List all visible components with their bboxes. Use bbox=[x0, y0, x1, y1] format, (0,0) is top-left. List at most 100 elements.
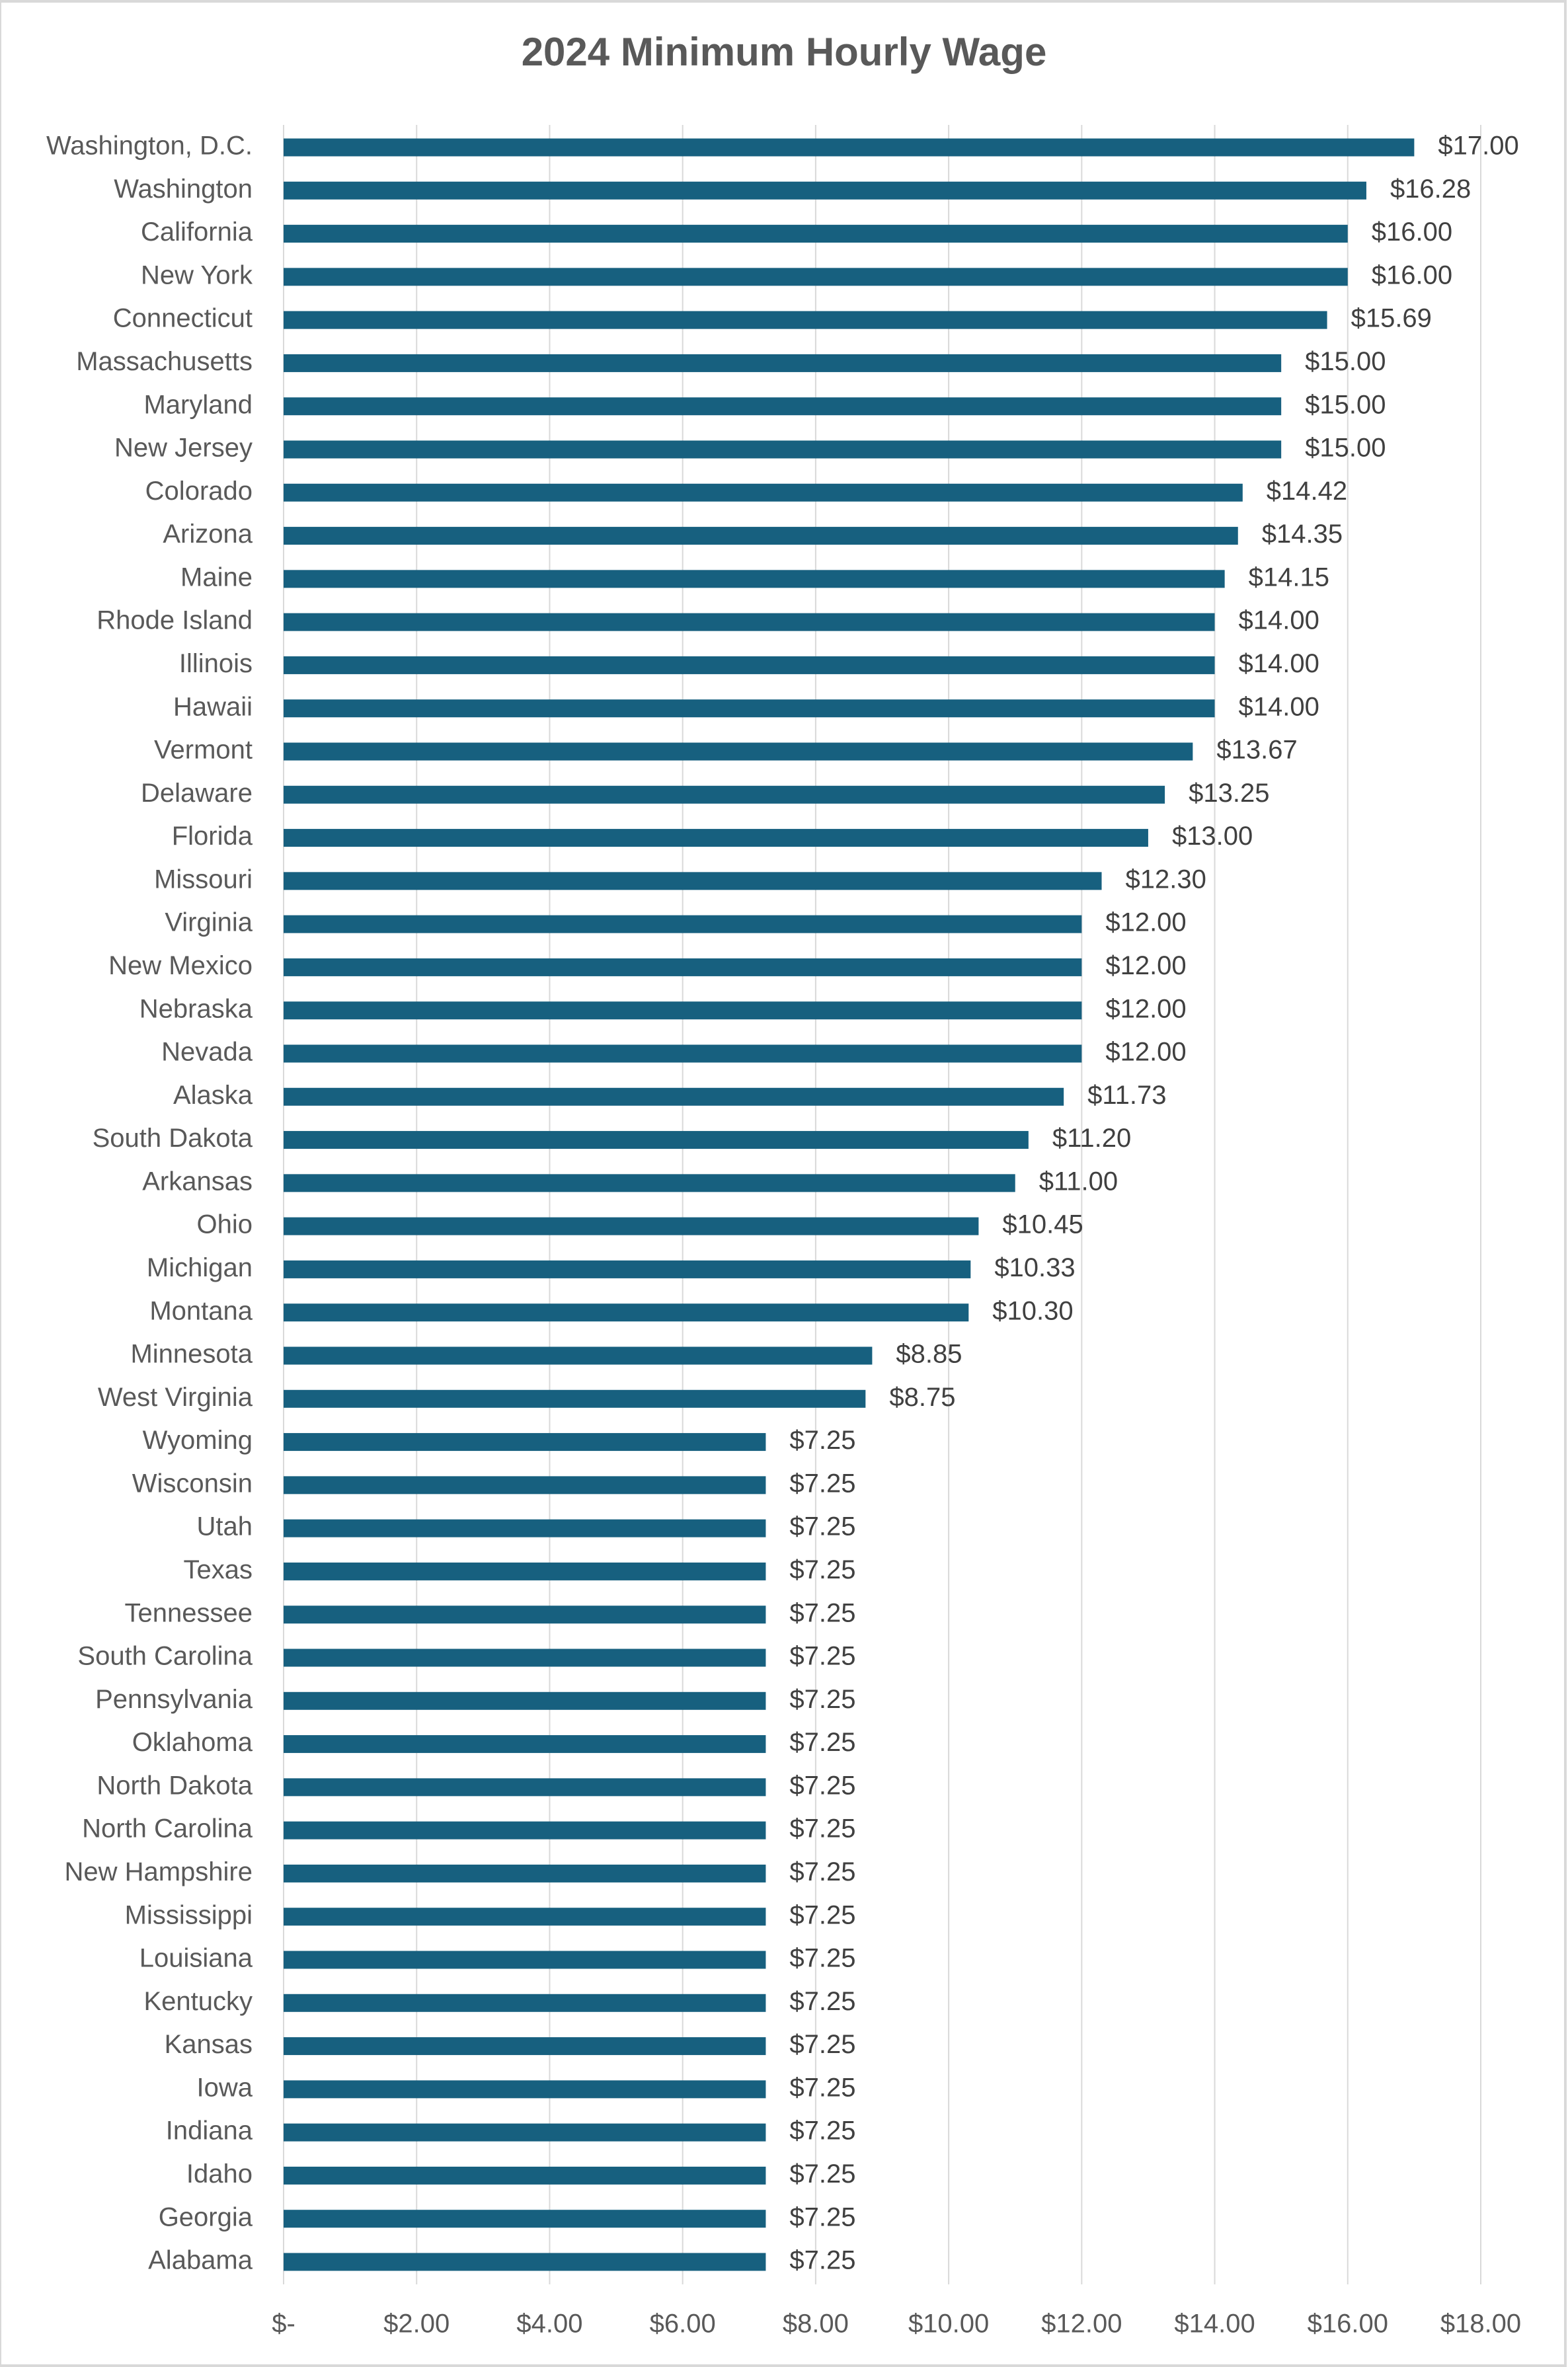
bar bbox=[284, 1303, 969, 1322]
category-label: Massachusetts bbox=[76, 347, 253, 376]
bar bbox=[284, 527, 1238, 545]
data-label: $16.00 bbox=[1372, 260, 1452, 290]
bar bbox=[284, 1908, 766, 1926]
category-label: Ohio bbox=[197, 1210, 253, 1239]
data-label: $14.00 bbox=[1239, 692, 1319, 721]
data-label: $15.00 bbox=[1305, 390, 1386, 419]
x-tick-label: $- bbox=[272, 2309, 295, 2339]
bar bbox=[284, 915, 1082, 933]
bar bbox=[284, 1606, 766, 1624]
category-label: New York bbox=[141, 260, 253, 290]
data-label: $7.25 bbox=[789, 1512, 855, 1541]
category-label: Vermont bbox=[154, 736, 253, 765]
data-label: $14.35 bbox=[1262, 520, 1343, 549]
category-label: Kentucky bbox=[143, 1987, 253, 2016]
data-label: $7.25 bbox=[789, 1814, 855, 1843]
data-label: $10.45 bbox=[1002, 1210, 1083, 1239]
category-label: New Jersey bbox=[114, 434, 253, 463]
category-label: Idaho bbox=[186, 2159, 253, 2189]
data-label: $8.85 bbox=[896, 1340, 962, 1369]
data-label: $7.25 bbox=[789, 2073, 855, 2102]
x-tick-label: $16.00 bbox=[1308, 2309, 1388, 2339]
data-label: $7.25 bbox=[789, 1987, 855, 2016]
bar bbox=[284, 225, 1348, 243]
category-label: Pennsylvania bbox=[95, 1685, 253, 1714]
category-label: New Mexico bbox=[108, 951, 253, 980]
bar bbox=[284, 354, 1282, 372]
bar bbox=[284, 1174, 1015, 1192]
chart-title: 2024 Minimum Hourly Wage bbox=[521, 30, 1047, 74]
bar bbox=[284, 1864, 766, 1882]
bar bbox=[284, 311, 1327, 329]
bar bbox=[284, 1562, 766, 1580]
data-label: $16.28 bbox=[1390, 175, 1471, 204]
category-label: Florida bbox=[172, 822, 253, 851]
category-label: Arizona bbox=[163, 520, 253, 549]
data-label: $7.25 bbox=[789, 1469, 855, 1498]
category-label: Virginia bbox=[165, 908, 253, 937]
bar bbox=[284, 2037, 766, 2056]
bar bbox=[284, 2166, 766, 2185]
category-label: Wyoming bbox=[143, 1426, 253, 1455]
category-label: Maryland bbox=[143, 390, 253, 419]
data-label: $12.00 bbox=[1105, 994, 1186, 1023]
bar bbox=[284, 613, 1215, 631]
bar bbox=[284, 2253, 766, 2271]
data-label: $17.00 bbox=[1438, 132, 1518, 161]
category-label: Washington bbox=[114, 175, 253, 204]
data-label: $7.25 bbox=[789, 2159, 855, 2189]
bar bbox=[284, 785, 1165, 804]
category-label: Louisiana bbox=[139, 1944, 253, 1973]
bar bbox=[284, 1476, 766, 1494]
bar bbox=[284, 1131, 1029, 1149]
data-label: $12.30 bbox=[1126, 865, 1206, 894]
bar bbox=[284, 1260, 971, 1278]
data-label: $12.00 bbox=[1105, 951, 1186, 980]
x-tick-label: $12.00 bbox=[1041, 2309, 1122, 2339]
bar bbox=[284, 397, 1282, 416]
bar bbox=[284, 1691, 766, 1710]
bar bbox=[284, 483, 1243, 502]
bar bbox=[284, 1821, 766, 1840]
bar bbox=[284, 138, 1415, 157]
category-label: Minnesota bbox=[130, 1340, 253, 1369]
data-label: $7.25 bbox=[789, 1900, 855, 1929]
category-label: Hawaii bbox=[173, 692, 253, 721]
bar bbox=[284, 1778, 766, 1797]
category-label: Washington, D.C. bbox=[46, 132, 253, 161]
x-tick-label: $2.00 bbox=[383, 2309, 450, 2339]
data-label: $10.33 bbox=[994, 1253, 1075, 1282]
bar bbox=[284, 1519, 766, 1537]
bar bbox=[284, 1389, 866, 1408]
bar bbox=[284, 1217, 979, 1235]
x-tick-label: $6.00 bbox=[650, 2309, 716, 2339]
category-label: Michigan bbox=[147, 1253, 253, 1282]
bar bbox=[284, 268, 1348, 286]
category-label: North Carolina bbox=[82, 1814, 253, 1843]
category-label: South Dakota bbox=[93, 1124, 253, 1153]
bar bbox=[284, 2080, 766, 2099]
data-label: $10.30 bbox=[992, 1296, 1073, 1325]
bar bbox=[284, 440, 1282, 459]
data-label: $7.25 bbox=[789, 1944, 855, 1973]
data-label: $8.75 bbox=[889, 1383, 955, 1412]
category-label: Utah bbox=[197, 1512, 253, 1541]
data-label: $7.25 bbox=[789, 1771, 855, 1800]
category-label: Connecticut bbox=[113, 304, 253, 333]
data-label: $16.00 bbox=[1372, 217, 1452, 247]
category-label: Illinois bbox=[179, 649, 253, 678]
bar bbox=[284, 1087, 1064, 1106]
data-label: $7.25 bbox=[789, 1426, 855, 1455]
category-label: Rhode Island bbox=[97, 606, 253, 635]
data-label: $7.25 bbox=[789, 1642, 855, 1671]
data-label: $14.00 bbox=[1239, 606, 1319, 635]
x-tick-label: $8.00 bbox=[783, 2309, 849, 2339]
category-label: Kansas bbox=[165, 2030, 253, 2059]
bar bbox=[284, 1346, 873, 1365]
x-tick-label: $4.00 bbox=[516, 2309, 582, 2339]
data-label: $13.00 bbox=[1172, 822, 1253, 851]
category-label: New Hampshire bbox=[64, 1857, 253, 1886]
data-label: $7.25 bbox=[789, 1685, 855, 1714]
bar bbox=[284, 2210, 766, 2228]
